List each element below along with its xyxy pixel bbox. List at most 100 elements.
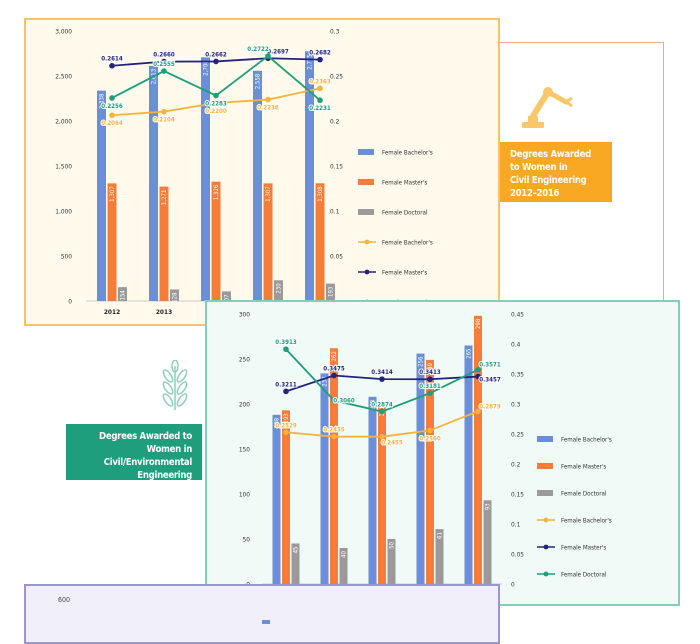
line-point	[283, 429, 289, 436]
line-value-label: 0.3414	[371, 369, 393, 376]
caption-line: 2012–2016	[142, 483, 192, 494]
legend-swatch	[358, 179, 374, 185]
bar-value-label: 2,558	[255, 73, 262, 89]
line-value-label: 0.3211	[275, 381, 297, 388]
bar-value-label: 256	[418, 356, 425, 367]
caption-line: Civil Engineering	[510, 175, 587, 186]
bar	[416, 353, 425, 584]
caption-line: Degrees Awarded to Women in	[99, 431, 192, 455]
y2-axis-tick-label: 0.15	[511, 491, 524, 499]
bar	[330, 348, 338, 584]
bar	[282, 410, 290, 584]
bar	[291, 543, 300, 584]
legend-swatch	[364, 269, 370, 275]
legend-swatch	[543, 544, 549, 550]
bar	[305, 51, 314, 301]
wheat-icon	[158, 359, 192, 416]
y-axis-tick-label: 50	[243, 536, 251, 544]
bar-value-label: 2,775	[307, 54, 314, 69]
civil-engineering-chart: 05001,0001,5002,0002,5003,00000.050.10.1…	[55, 28, 433, 317]
legend-label: Female Bachelor's	[382, 240, 433, 247]
bar	[368, 396, 377, 584]
line-point	[213, 58, 219, 65]
legend-swatch	[537, 490, 553, 496]
bar-value-label: 154	[120, 290, 127, 301]
bar	[149, 65, 158, 301]
bar	[474, 315, 482, 584]
line-point	[265, 96, 271, 103]
bar-value-label: 1,307	[265, 186, 272, 201]
bar-value-label: 193	[283, 413, 290, 423]
bar-value-label: 2,338	[99, 93, 106, 109]
bar	[426, 359, 434, 584]
y-axis-tick-label: 250	[239, 356, 250, 364]
line-value-label: 0.2660	[153, 52, 175, 59]
bar	[483, 500, 492, 584]
bar	[222, 291, 231, 301]
bar-value-label: 234	[322, 376, 329, 387]
bar-value-label: 128	[172, 292, 179, 303]
line-point	[331, 397, 337, 404]
line-value-label: 0.2555	[153, 61, 175, 68]
line-value-label: 0.3571	[479, 362, 501, 369]
civil-environmental-chart: 05010015020025030000.050.10.150.20.250.3…	[239, 311, 612, 600]
y2-axis-tick-label: 0.25	[330, 73, 343, 81]
line-point	[109, 112, 115, 119]
y-axis-tick-label: 300	[239, 311, 250, 319]
caption-line: Civil/Environmental Engineering	[103, 457, 193, 481]
line-value-label: 0.2256	[101, 103, 123, 110]
line-point	[161, 58, 167, 65]
line-point	[331, 372, 337, 379]
legend-label: Female Master's	[382, 270, 427, 277]
bar-value-label: 265	[466, 349, 473, 359]
legend-swatch	[543, 517, 549, 523]
bar-value-label: 50	[389, 541, 396, 548]
legend-swatch	[358, 209, 374, 215]
y-axis-tick-label: 600	[58, 596, 71, 604]
line-value-label: 0.2874	[371, 402, 393, 409]
civil-environmental-caption: Degrees Awarded to Women in Civil/Enviro…	[66, 424, 202, 494]
line-value-label: 0.2200	[205, 108, 227, 115]
y2-axis-tick-label: 0.05	[330, 253, 343, 261]
y2-axis-tick-label: 0.45	[511, 311, 524, 319]
y-axis-tick-label: 100	[239, 491, 250, 499]
caption-line: 2012–2016	[510, 188, 560, 199]
line-point	[213, 100, 219, 106]
line-value-label: 0.2614	[101, 56, 123, 63]
y-axis-tick-label: 150	[239, 446, 250, 454]
line-point	[317, 56, 323, 63]
legend-label: Female Bachelor's	[561, 518, 612, 525]
bar	[272, 414, 281, 584]
bar-value-label: 61	[437, 532, 444, 539]
line-value-label: 0.2879	[479, 403, 501, 410]
y2-axis-tick-label: 0	[511, 581, 515, 589]
line-point	[379, 433, 385, 440]
line-point	[317, 85, 323, 92]
bar	[263, 183, 273, 301]
line-value-label: 0.2529	[275, 422, 297, 429]
line-value-label: 0.2560	[419, 435, 441, 442]
bar-value-label: 208	[370, 399, 377, 410]
y2-axis-tick-label: 0.4	[511, 341, 521, 349]
line-value-label: 0.3413	[419, 369, 441, 376]
third-chart-card	[24, 584, 500, 644]
line-value-label: 0.2104	[153, 117, 175, 124]
bar	[274, 280, 283, 301]
bar-value-label: 188	[274, 417, 281, 428]
legend-swatch	[537, 463, 553, 469]
y-axis-tick-label: 1,500	[55, 163, 72, 171]
bar	[170, 289, 179, 301]
line-point	[427, 376, 433, 383]
legend-label: Female Bachelor's	[382, 150, 433, 157]
bar-value-label: 93	[485, 503, 492, 510]
bar	[118, 287, 127, 301]
y-axis-tick-label: 2,500	[55, 73, 72, 81]
y-axis-tick-label: 1,000	[55, 208, 72, 216]
legend-label: Female Bachelor's	[561, 437, 612, 444]
bar	[387, 539, 396, 584]
y-axis-tick-label: 200	[239, 401, 250, 409]
line-point	[109, 95, 115, 101]
bar	[107, 183, 117, 301]
bar-label-fragment	[262, 620, 270, 624]
bar-value-label: 1,308	[317, 186, 324, 202]
